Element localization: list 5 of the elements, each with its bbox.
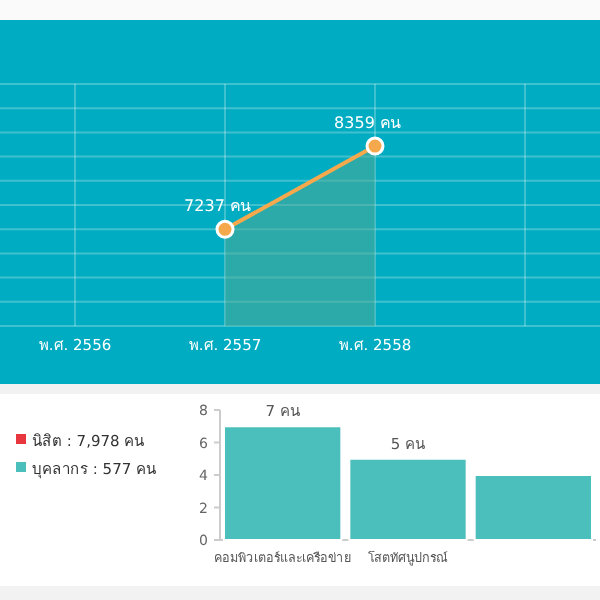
data-label: 7237 คน bbox=[184, 197, 252, 216]
bar bbox=[348, 457, 468, 541]
data-label: 8359 คน bbox=[334, 114, 402, 133]
bar bbox=[223, 425, 343, 541]
bar bbox=[473, 474, 593, 541]
